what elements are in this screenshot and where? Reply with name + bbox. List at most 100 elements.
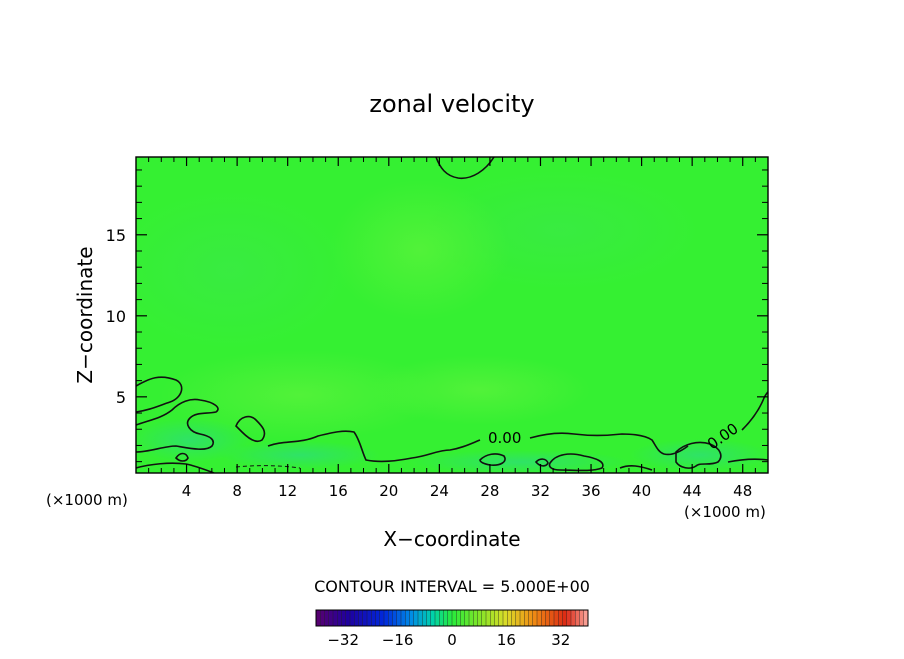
colorbar-cell <box>350 610 355 626</box>
x-tick-label: 48 <box>733 482 752 500</box>
contour-line <box>529 432 689 456</box>
colorbar-tick-label: −16 <box>382 631 414 649</box>
colorbar-cell <box>575 610 580 626</box>
colorbar-cell <box>583 610 589 626</box>
field-patch <box>160 350 440 440</box>
colorbar-cell <box>337 610 342 626</box>
colorbar-cell <box>566 610 572 626</box>
x-tick-label: 24 <box>430 482 449 500</box>
colorbar-cell <box>473 610 478 626</box>
x-tick-label: 20 <box>379 482 398 500</box>
colorbar-cell <box>430 610 436 626</box>
x-tick-label: 4 <box>182 482 192 500</box>
x-axis-label: X−coordinate <box>383 527 520 551</box>
colorbar-cell <box>392 610 398 626</box>
x-tick-label: 16 <box>329 482 348 500</box>
colorbar-cell <box>375 610 381 626</box>
colorbar-cell <box>358 610 364 626</box>
colorbar <box>315 609 589 627</box>
colorbar-cell <box>396 610 402 626</box>
colorbar-cell <box>439 610 444 626</box>
field-patch <box>630 439 768 471</box>
colorbar-cell <box>384 610 389 626</box>
colorbar-cell <box>341 610 347 626</box>
y-tick-label: 15 <box>106 226 126 245</box>
colorbar-cell <box>333 610 338 626</box>
colorbar-tick-label: 0 <box>447 631 457 649</box>
contour-line <box>548 453 604 472</box>
x-tick-label: 40 <box>632 482 651 500</box>
colorbar-cell <box>515 610 521 626</box>
colorbar-cell <box>405 610 410 626</box>
contour-line <box>136 376 183 413</box>
colorbar-cell <box>541 610 546 626</box>
colorbar-cell <box>460 610 466 626</box>
colorbar-cell <box>532 610 538 626</box>
contour-line-dashed <box>235 465 301 469</box>
colorbar-ticks: −32 −16 0 16 32 <box>327 631 570 649</box>
field-patch <box>220 441 380 469</box>
y-tick-label: 5 <box>116 388 126 407</box>
colorbar-cell <box>409 610 415 626</box>
colorbar-tick-label: 32 <box>551 631 570 649</box>
y-tick-label: 10 <box>106 307 126 326</box>
contour-line <box>534 458 549 467</box>
colorbar-cell <box>464 610 470 626</box>
colorbar-cell <box>537 610 542 626</box>
colorbar-cell <box>316 610 321 626</box>
colorbar-cell <box>379 610 385 626</box>
colorbar-cell <box>452 610 457 626</box>
colorbar-cell <box>413 610 419 626</box>
colorbar-cell <box>401 610 406 626</box>
colorbar-cell <box>443 610 449 626</box>
colorbar-cell <box>494 610 500 626</box>
contour-line <box>174 452 189 462</box>
colorbar-cell <box>503 610 508 626</box>
colorbar-cell <box>490 610 495 626</box>
colorbar-cell <box>528 610 534 626</box>
colorbar-cell <box>345 610 351 626</box>
x-tick-label: 28 <box>480 482 499 500</box>
colorbar-tick-label: −32 <box>327 631 359 649</box>
field-patch <box>136 190 350 350</box>
colorbar-cell <box>507 610 512 626</box>
colorbar-cell <box>447 610 453 626</box>
colorbar-cell <box>418 610 423 626</box>
colorbar-cell <box>579 610 585 626</box>
colorbar-cell <box>545 610 551 626</box>
x-tick-label: 12 <box>278 482 297 500</box>
colorbar-cell <box>549 610 555 626</box>
colorbar-cell <box>481 610 487 626</box>
contour-lines <box>136 157 768 473</box>
contour-line <box>267 430 481 463</box>
colorbar-cell <box>367 610 372 626</box>
field-patch <box>330 180 510 320</box>
colorbar-cell <box>435 610 440 626</box>
colorbar-cell <box>354 610 359 626</box>
x-tick-label: 36 <box>581 482 600 500</box>
colorbar-cell <box>324 610 330 626</box>
colorbar-cell <box>371 610 376 626</box>
colorbar-cell <box>477 610 483 626</box>
x-unit-left: (×1000 m) <box>46 491 128 509</box>
field-patch <box>136 418 250 462</box>
field-patch <box>410 450 630 473</box>
colorbar-cell <box>328 610 334 626</box>
colorbar-cell <box>511 610 517 626</box>
y-axis-label: Z−coordinate <box>73 246 97 383</box>
contour-line <box>727 458 768 463</box>
colorbar-cell <box>388 610 393 626</box>
colorbar-cell <box>362 610 368 626</box>
colorbar-cell <box>524 610 529 626</box>
colorbar-cell <box>520 610 525 626</box>
velocity-field <box>136 157 768 473</box>
contour-interval: CONTOUR INTERVAL = 5.000E+00 <box>314 577 590 596</box>
colorbar-cell <box>562 610 568 626</box>
x-unit-right: (×1000 m) <box>684 503 766 521</box>
contour-line <box>136 398 219 453</box>
colorbar-cell <box>426 610 432 626</box>
contour-line <box>235 415 266 443</box>
colorbar-cell <box>320 610 325 626</box>
